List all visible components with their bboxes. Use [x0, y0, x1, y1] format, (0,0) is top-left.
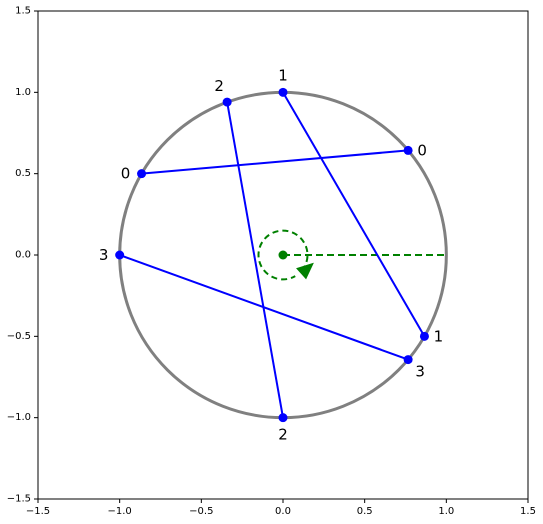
- x-tick-label-0: −1.5: [26, 506, 50, 517]
- y-tick-label-0: −1.5: [7, 494, 31, 505]
- chord-layer: [119, 91, 426, 418]
- point-marker-0: [137, 169, 147, 179]
- rotation-arc: [257, 229, 309, 281]
- point-label-1: 0: [417, 141, 427, 159]
- y-tick-label-3: 0.0: [15, 250, 31, 261]
- y-tick-label-1: −1.0: [7, 412, 31, 423]
- x-tick-label-3: 0.0: [275, 506, 291, 517]
- point-marker-2: [222, 97, 232, 107]
- chord-3: [119, 254, 409, 361]
- point-label-3: 2: [278, 426, 288, 444]
- reference-layer: [257, 229, 447, 281]
- axis-tick-layer: −1.5 −1.0 −0.5 0.0 0.5 1.0 1.5 −1.5 −1.0 −0.5 0.0 0…: [7, 6, 536, 518]
- point-marker-3: [278, 413, 288, 423]
- chord-2: [226, 101, 284, 418]
- y-tick-label-2: −0.5: [7, 331, 31, 342]
- x-tick-label-2: −0.5: [189, 506, 213, 517]
- point-label-7: 3: [415, 363, 425, 381]
- chord-1: [282, 91, 426, 337]
- x-tick-label-5: 1.0: [438, 506, 454, 517]
- point-label-4: 1: [278, 66, 288, 84]
- point-marker-4: [278, 87, 288, 97]
- x-tick-label-1: −1.0: [108, 506, 132, 517]
- y-tick-label-6: 1.5: [15, 6, 31, 17]
- point-label-0: 0: [121, 165, 131, 183]
- point-label-6: 3: [99, 246, 109, 264]
- x-tick-label-6: 1.5: [520, 506, 536, 517]
- y-tick-label-4: 0.5: [15, 168, 31, 179]
- point-label-2: 2: [214, 77, 224, 95]
- rotation-arrowhead: [296, 262, 314, 280]
- point-layer: [115, 87, 429, 423]
- point-marker-1: [403, 145, 413, 155]
- y-tick-label-5: 1.0: [15, 87, 31, 98]
- point-marker-6: [115, 250, 125, 260]
- point-marker-5: [419, 331, 429, 341]
- center-marker: [278, 250, 288, 260]
- chord-0: [141, 149, 409, 175]
- point-marker-7: [403, 355, 413, 365]
- x-tick-label-4: 0.5: [357, 506, 373, 517]
- point-label-5: 1: [434, 327, 444, 345]
